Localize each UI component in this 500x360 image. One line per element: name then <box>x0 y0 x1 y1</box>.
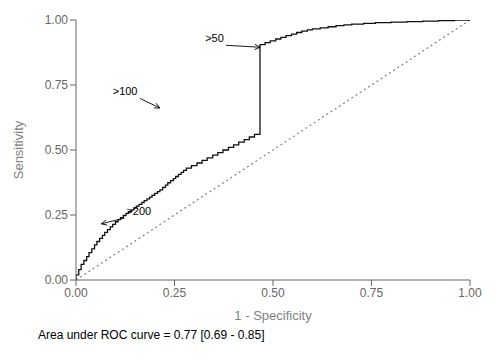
svg-text:1.00: 1.00 <box>458 286 482 300</box>
svg-text:>100: >100 <box>113 85 138 97</box>
html-text:Area under ROC curve = 0.77 [0: Area under ROC curve = 0.77 [0.69 - 0.85… <box>38 328 265 342</box>
svg-text:0.75: 0.75 <box>360 286 384 300</box>
svg-text:0.00: 0.00 <box>64 286 88 300</box>
svg-text:0.00: 0.00 <box>45 273 69 287</box>
svg-text:>200: >200 <box>126 205 151 217</box>
svg-text:1 - Specificity: 1 - Specificity <box>234 308 312 323</box>
svg-text:0.75: 0.75 <box>45 78 69 92</box>
svg-text:0.25: 0.25 <box>163 286 187 300</box>
svg-text:>50: >50 <box>205 32 224 44</box>
svg-text:0.25: 0.25 <box>45 208 69 222</box>
svg-text:Sensitivity: Sensitivity <box>11 120 26 179</box>
svg-text:1.00: 1.00 <box>45 13 69 27</box>
svg-text:0.50: 0.50 <box>45 143 69 157</box>
svg-text:0.50: 0.50 <box>261 286 285 300</box>
